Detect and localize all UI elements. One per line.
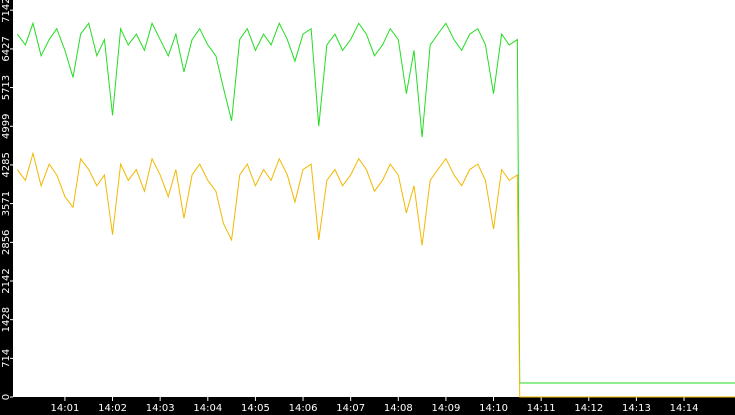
y-axis-bar [0,0,13,415]
y-tick-label: 6427 [1,36,12,61]
y-tick-label: 2142 [1,268,12,293]
y-tick-label: 4285 [1,152,12,177]
x-tick-label: 14:06 [289,403,318,414]
y-tick-label: 1428 [1,307,12,332]
series-line [16,151,735,398]
x-axis-bar [0,397,735,415]
x-tick-label: 14:02 [98,403,127,414]
x-tick-label: 14:01 [50,403,79,414]
y-tick-label: 3571 [1,191,12,216]
y-tick-label: 714 [1,349,12,368]
x-tick-label: 14:09 [432,403,461,414]
x-tick-label: 14:05 [241,403,270,414]
y-tick-label: 5713 [1,75,12,100]
x-tick-label: 14:07 [336,403,365,414]
x-tick-label: 14:03 [146,403,175,414]
y-tick-label: 0 [1,394,12,400]
y-tick-label: 2856 [1,230,12,255]
x-tick-label: 14:08 [384,403,413,414]
x-tick-label: 14:13 [622,403,651,414]
series-line [16,21,735,384]
x-tick-label: 14:11 [527,403,556,414]
y-tick-label: 7142 [1,0,12,23]
x-tick-label: 14:14 [670,403,699,414]
x-tick-label: 14:12 [574,403,603,414]
x-tick-label: 14:10 [479,403,508,414]
y-tick-label: 4999 [1,114,12,139]
x-tick-label: 14:04 [193,403,222,414]
